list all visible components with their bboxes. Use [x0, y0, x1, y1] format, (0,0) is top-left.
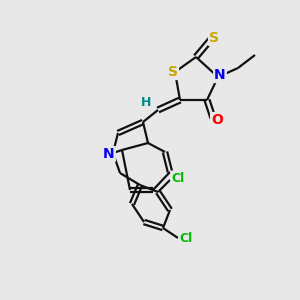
Text: N: N [103, 147, 115, 161]
Text: O: O [211, 113, 223, 127]
Text: S: S [168, 65, 178, 79]
Text: H: H [141, 95, 151, 109]
Text: Cl: Cl [179, 232, 193, 244]
Text: N: N [214, 68, 226, 82]
Text: S: S [209, 31, 219, 45]
Text: Cl: Cl [171, 172, 184, 184]
